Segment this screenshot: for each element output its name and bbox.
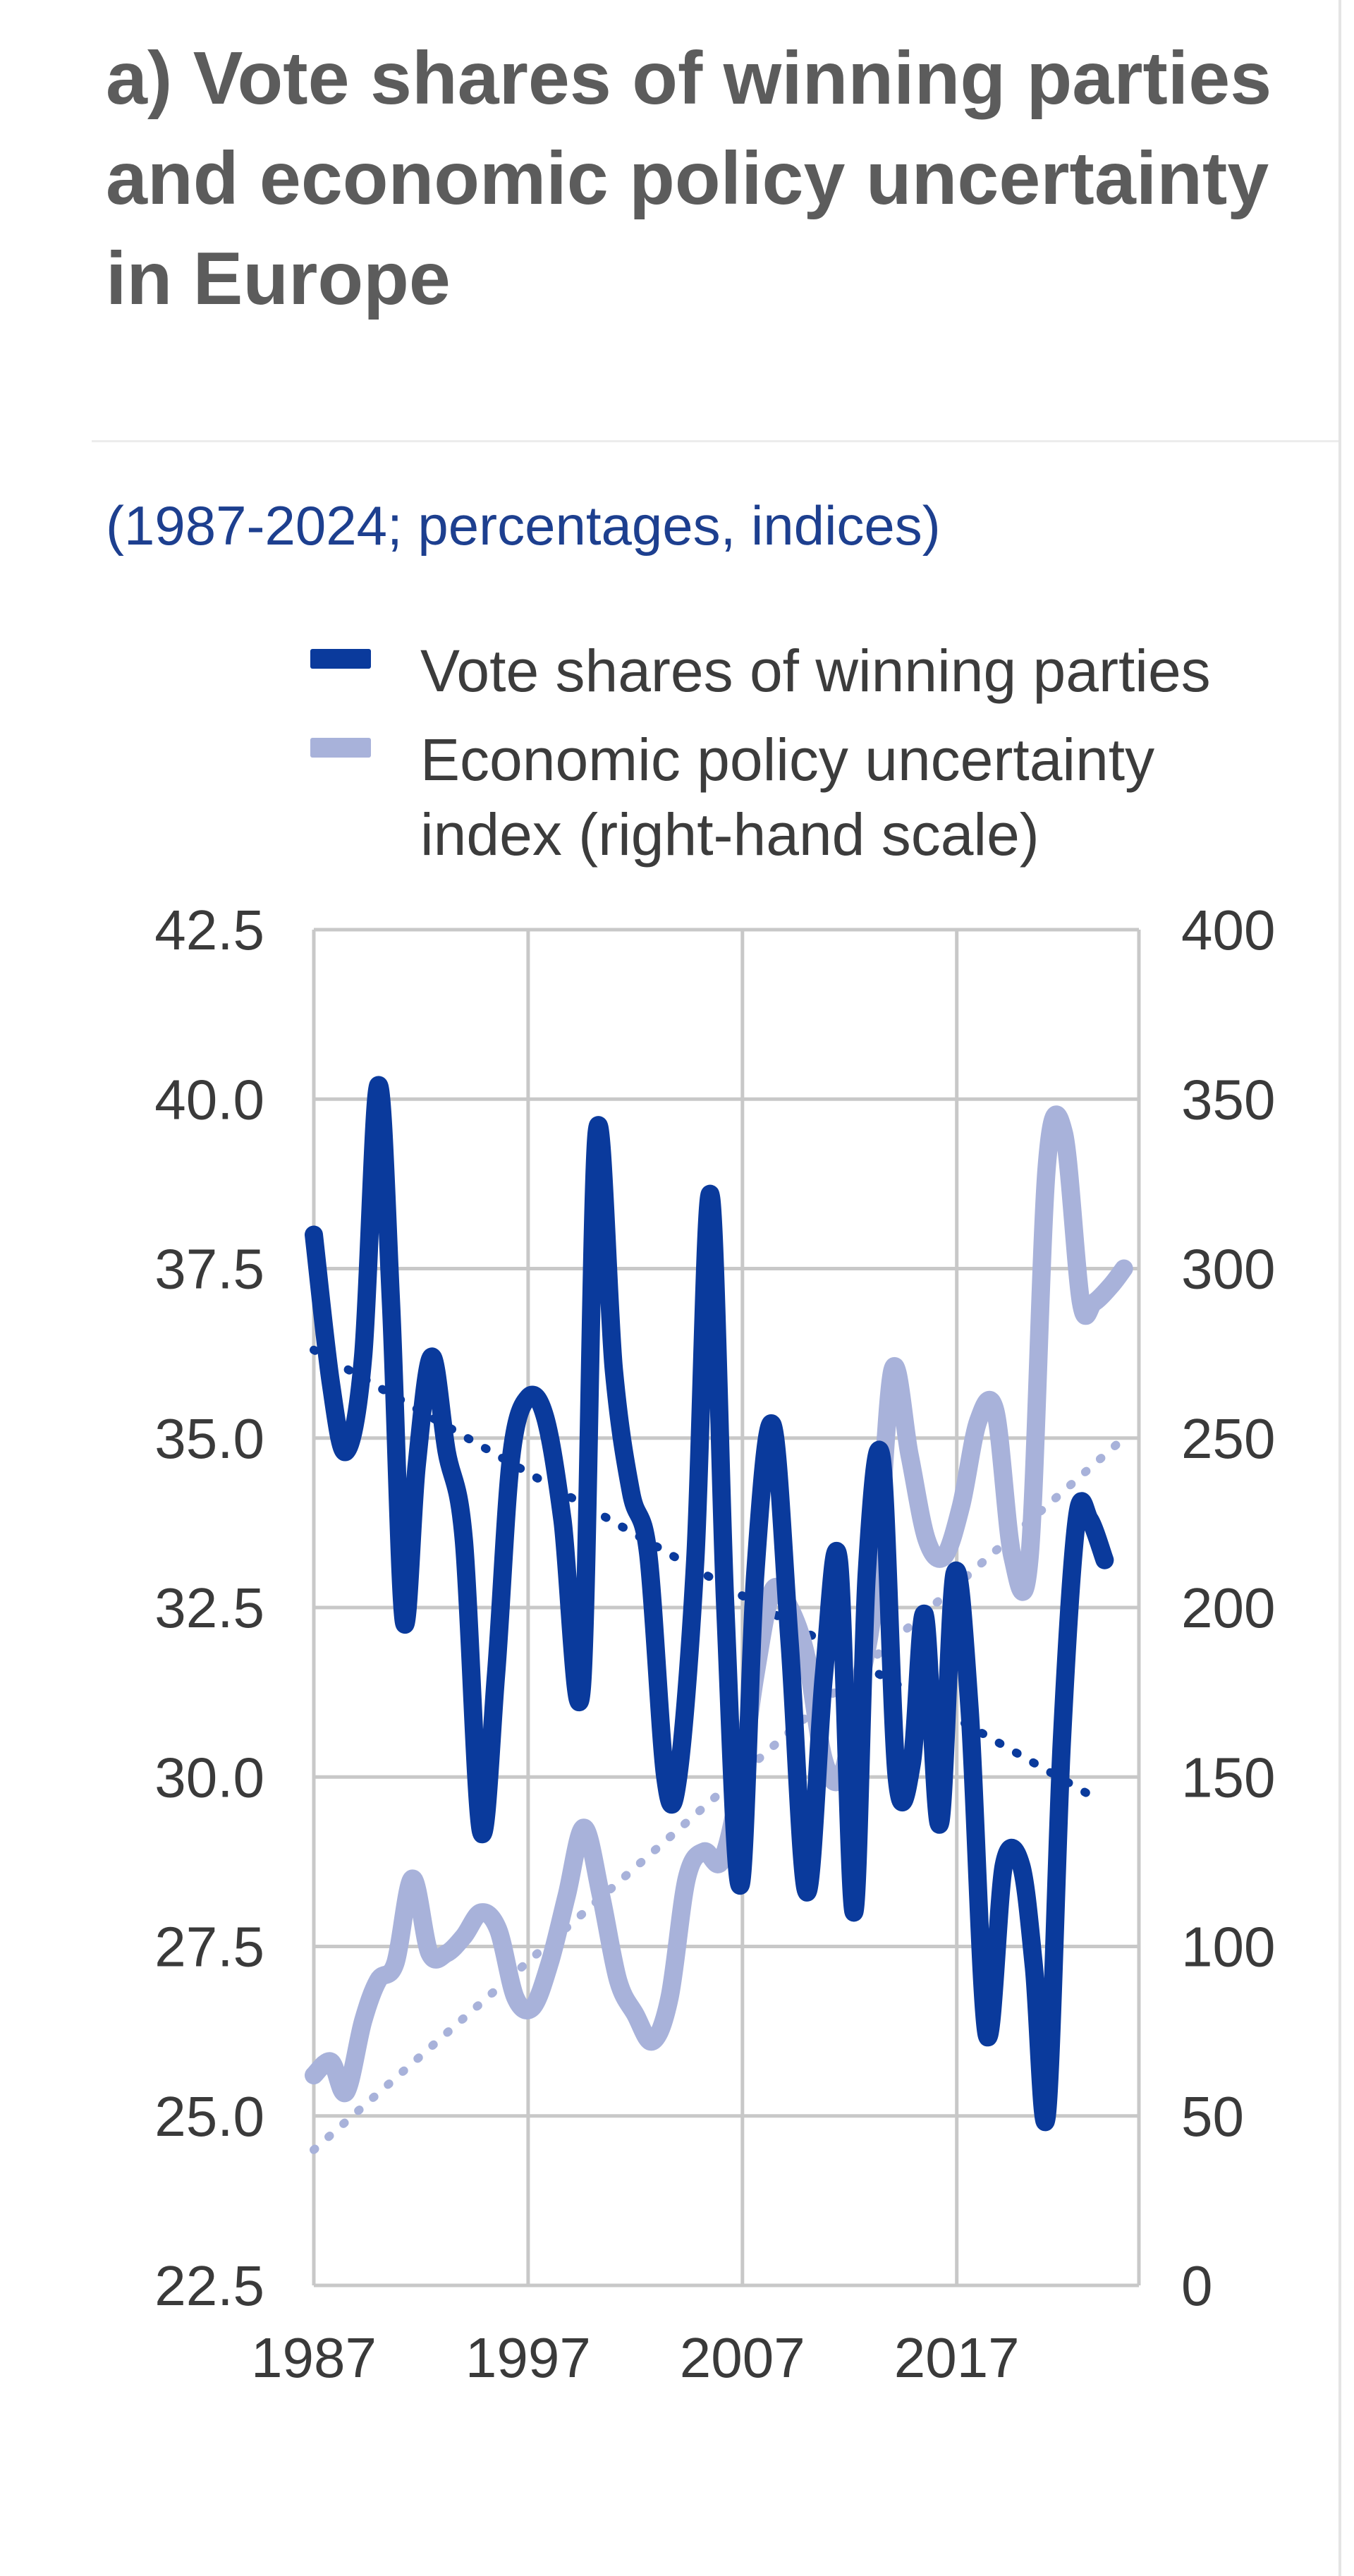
legend-swatch-epu bbox=[310, 738, 371, 758]
x-tick-label: 2007 bbox=[680, 2326, 805, 2389]
y-right-tick-label: 400 bbox=[1181, 899, 1275, 961]
series-line-vote-shares bbox=[305, 1076, 1114, 2132]
legend-label-vote-shares: Vote shares of winning parties bbox=[420, 638, 1211, 704]
y-left-tick-label: 22.5 bbox=[154, 2254, 264, 2317]
legend-item-epu: Economic policy uncertainty index (right… bbox=[310, 722, 1298, 872]
x-tick-label: 2017 bbox=[894, 2326, 1020, 2389]
panel-border bbox=[1338, 0, 1341, 2576]
y-left-tick-label: 35.0 bbox=[154, 1407, 264, 1470]
y-right-tick-label: 250 bbox=[1181, 1407, 1275, 1470]
chart-title: a) Vote shares of winning parties and ec… bbox=[106, 37, 1272, 320]
y-left-tick-label: 40.0 bbox=[154, 1068, 264, 1131]
y-left-tick-label: 25.0 bbox=[154, 2085, 264, 2148]
trendline-epu bbox=[310, 1433, 1128, 2154]
chart-subtitle: (1987-2024; percentages, indices) bbox=[106, 494, 941, 557]
legend-item-vote-shares: Vote shares of winning parties bbox=[310, 633, 1298, 708]
legend: Vote shares of winning parties Economic … bbox=[310, 633, 1298, 872]
y-right-tick-label: 200 bbox=[1181, 1576, 1275, 1639]
y-right-tick-label: 0 bbox=[1181, 2254, 1213, 2317]
x-tick-label: 1997 bbox=[465, 2326, 591, 2389]
y-right-tick-label: 150 bbox=[1181, 1746, 1275, 1809]
y-right-tick-label: 100 bbox=[1181, 1916, 1275, 1979]
y-right-tick-label: 350 bbox=[1181, 1068, 1275, 1131]
x-tick-label: 1987 bbox=[251, 2326, 377, 2389]
y-left-tick-label: 32.5 bbox=[154, 1576, 264, 1639]
y-left-tick-label: 30.0 bbox=[154, 1746, 264, 1809]
y-left-tick-label: 27.5 bbox=[154, 1916, 264, 1979]
legend-swatch-vote-shares bbox=[310, 649, 371, 669]
y-right-tick-label: 300 bbox=[1181, 1238, 1275, 1301]
y-left-tick-label: 42.5 bbox=[154, 899, 264, 961]
title-divider bbox=[92, 440, 1338, 442]
y-right-tick-label: 50 bbox=[1181, 2085, 1244, 2148]
y-left-tick-label: 37.5 bbox=[154, 1238, 264, 1301]
legend-label-epu: Economic policy uncertainty index (right… bbox=[420, 727, 1155, 868]
